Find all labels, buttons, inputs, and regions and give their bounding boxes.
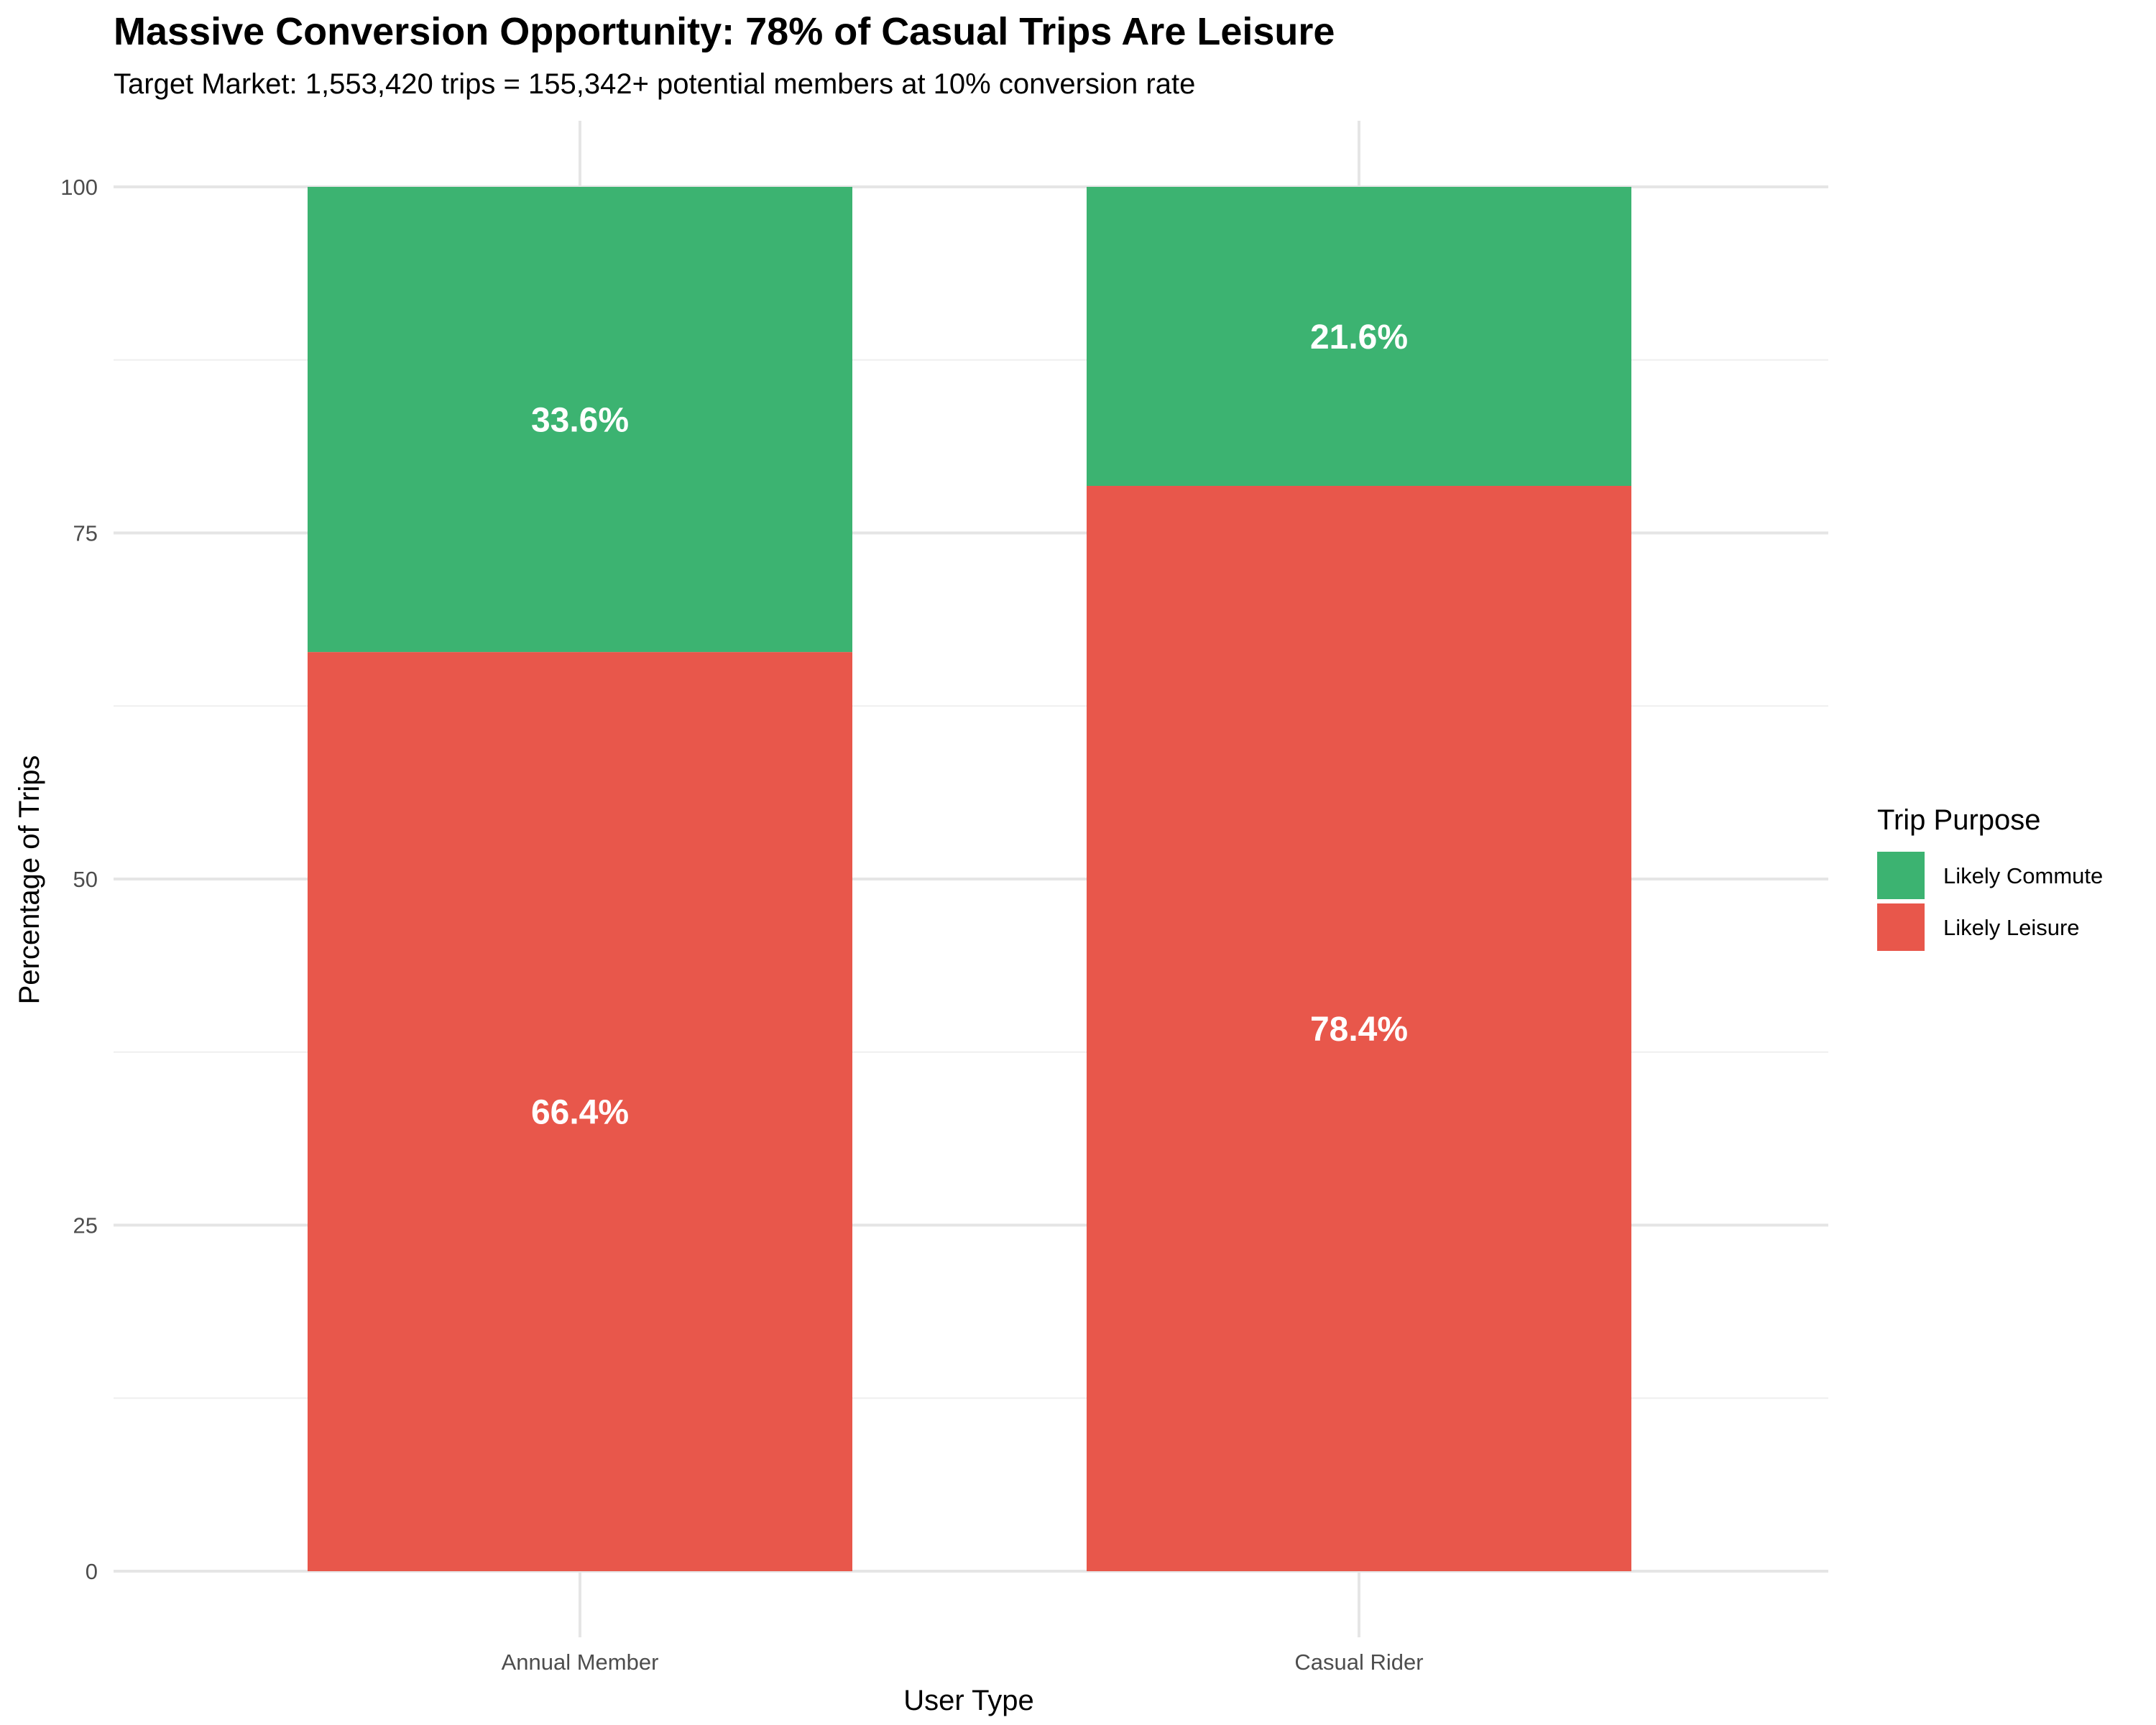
legend-swatch bbox=[1877, 903, 1925, 951]
legend-swatch bbox=[1877, 852, 1925, 899]
bar-labels: 66.4% 33.6% 78.4% 21.6% bbox=[531, 318, 1408, 1132]
legend-label: Likely Commute bbox=[1943, 863, 2103, 888]
bar-value-label: 66.4% bbox=[531, 1094, 629, 1132]
chart-title: Massive Conversion Opportunity: 78% of C… bbox=[114, 10, 1335, 53]
y-axis-title: Percentage of Trips bbox=[14, 755, 45, 1005]
y-tick-label: 75 bbox=[73, 521, 98, 546]
bar-segment-likely-commute bbox=[308, 187, 852, 653]
bar-segment-likely-leisure bbox=[308, 652, 852, 1571]
bar-segment-likely-leisure bbox=[1087, 486, 1631, 1571]
y-tick-label: 0 bbox=[86, 1559, 98, 1584]
chart-subtitle: Target Market: 1,553,420 trips = 155,342… bbox=[114, 68, 1195, 100]
y-tick-label: 50 bbox=[73, 867, 98, 892]
bar-value-label: 78.4% bbox=[1310, 1011, 1408, 1049]
x-axis-title: User Type bbox=[903, 1685, 1034, 1716]
y-axis-ticks: 0 25 50 75 100 bbox=[60, 175, 98, 1584]
x-tick-label: Casual Rider bbox=[1294, 1650, 1423, 1675]
x-tick-label: Annual Member bbox=[502, 1650, 659, 1675]
x-axis-ticks: Annual Member Casual Rider bbox=[502, 1650, 1424, 1675]
legend-label: Likely Leisure bbox=[1943, 915, 2080, 940]
legend: Trip Purpose Likely Commute Likely Leisur… bbox=[1877, 804, 2103, 951]
bar-value-label: 33.6% bbox=[531, 402, 629, 440]
y-tick-label: 100 bbox=[60, 175, 98, 200]
bar-value-label: 21.6% bbox=[1310, 318, 1408, 356]
legend-items: Likely Commute Likely Leisure bbox=[1877, 852, 2103, 951]
y-tick-label: 25 bbox=[73, 1213, 98, 1238]
bar-segment-likely-commute bbox=[1087, 187, 1631, 487]
legend-title: Trip Purpose bbox=[1877, 804, 2041, 836]
bars bbox=[308, 187, 1631, 1571]
